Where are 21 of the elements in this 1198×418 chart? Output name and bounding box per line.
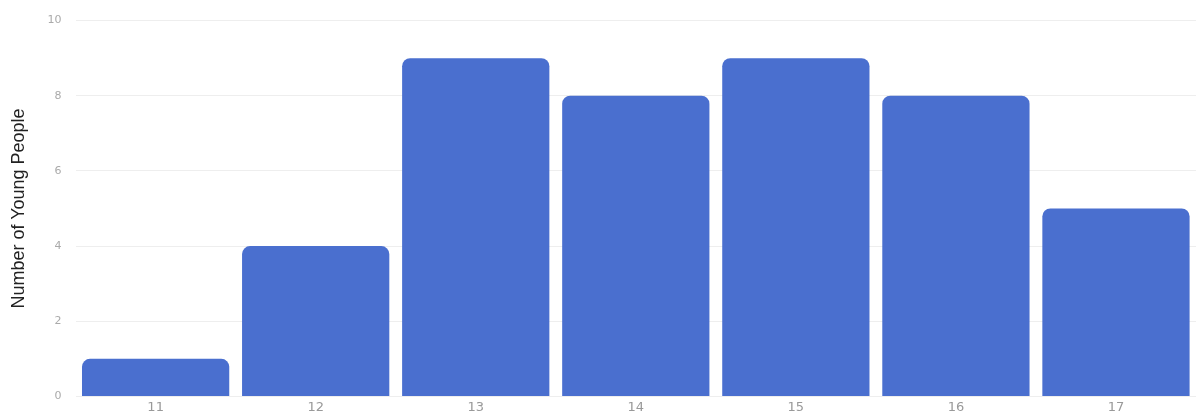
y-tick-label: 2 (54, 314, 62, 328)
bar (562, 95, 710, 396)
bar (722, 58, 870, 396)
x-tick-label: 13 (467, 398, 485, 414)
x-tick-label: 11 (147, 398, 164, 414)
x-tick-label: 17 (1107, 398, 1125, 414)
y-tick-label: 0 (54, 389, 62, 403)
x-tick-label: 12 (307, 398, 324, 414)
bar (1042, 208, 1190, 396)
y-axis-title: Number of Young People (7, 108, 28, 309)
y-tick-label: 8 (54, 88, 62, 102)
x-tick-label: 16 (947, 398, 965, 414)
bar (82, 358, 230, 396)
y-tick-label: 10 (47, 13, 62, 27)
x-tick-label: 15 (787, 398, 805, 414)
x-tick-label: 14 (627, 398, 645, 414)
y-tick-label: 6 (54, 163, 62, 177)
y-tick-label: 4 (54, 238, 62, 252)
bar (242, 246, 390, 396)
bar (882, 95, 1030, 396)
bar (402, 58, 550, 396)
